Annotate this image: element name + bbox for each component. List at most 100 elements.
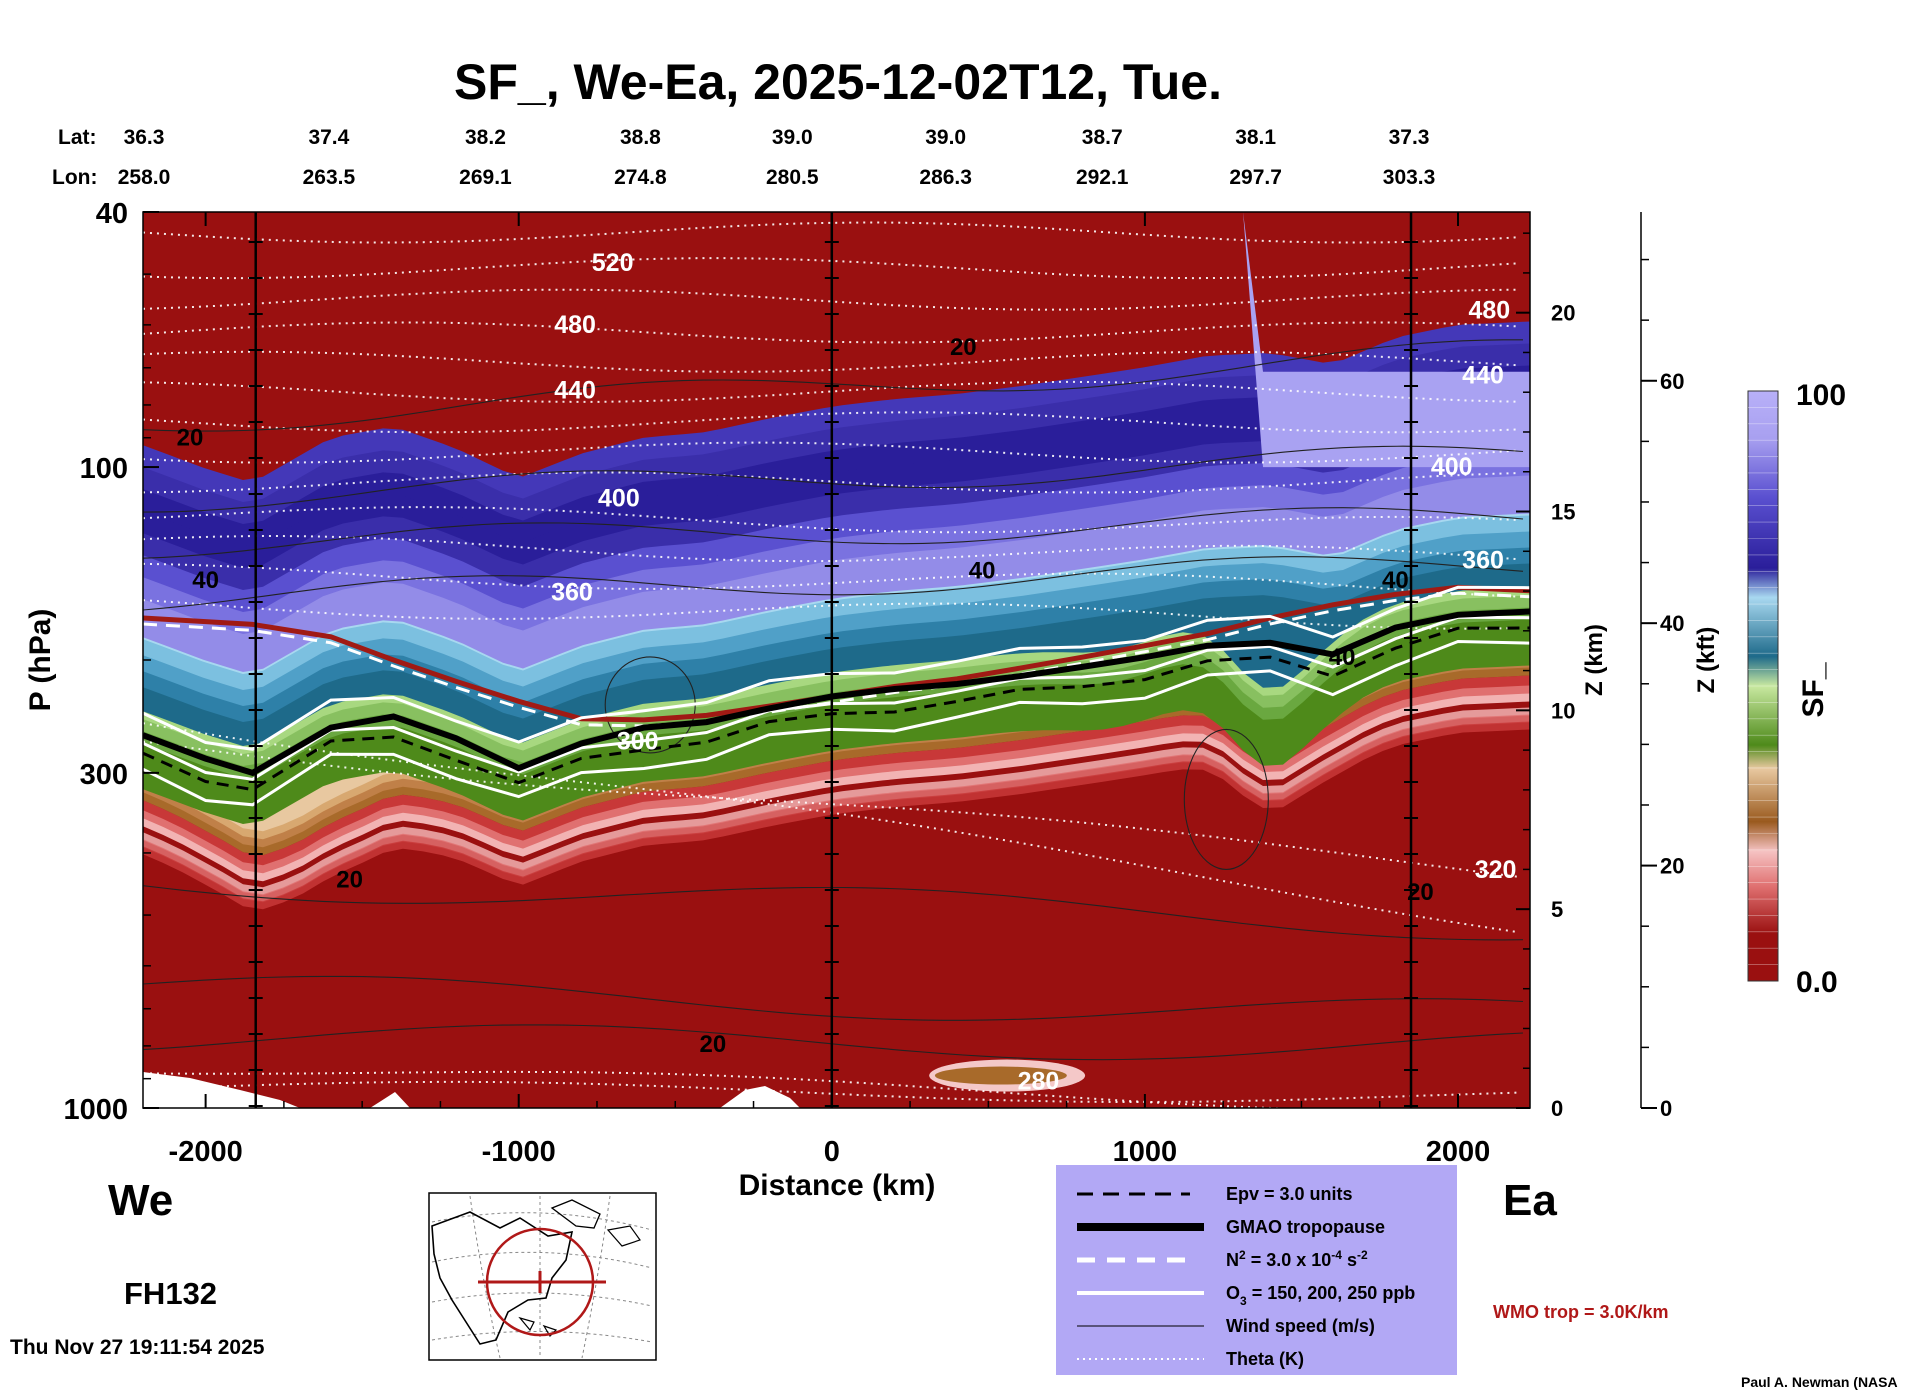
chart-title: SF_, We-Ea, 2025-12-02T12, Tue. bbox=[454, 54, 1222, 110]
z-km-axis: 0 5 10 15 20 bbox=[1516, 232, 1575, 1121]
theta-label: 400 bbox=[598, 485, 640, 513]
legend-wind: Wind speed (m/s) bbox=[1226, 1316, 1375, 1336]
lon-value: 297.7 bbox=[1229, 166, 1282, 189]
x-tick-label: 2000 bbox=[1426, 1136, 1491, 1168]
wmo-trop-note: WMO trop = 3.0K/km bbox=[1493, 1302, 1669, 1322]
theta-label: 440 bbox=[554, 377, 596, 405]
theta-label: 280 bbox=[1018, 1068, 1060, 1096]
wind-label: 20 bbox=[336, 866, 363, 893]
theta-label: 480 bbox=[1468, 297, 1510, 325]
wind-labels: 20 20 40 40 40 40 20 20 20 bbox=[177, 334, 1434, 1058]
theta-label: 480 bbox=[554, 311, 596, 339]
colorbar-min-label: 0.0 bbox=[1796, 966, 1838, 999]
x-tick-label: -1000 bbox=[482, 1136, 556, 1168]
lat-value: 38.8 bbox=[620, 126, 661, 149]
zkft-tick-label: 0 bbox=[1660, 1096, 1672, 1121]
lat-value: 38.7 bbox=[1082, 126, 1123, 149]
theta-label: 400 bbox=[1431, 453, 1473, 481]
terrain-bumps bbox=[370, 1086, 800, 1108]
zkm-tick-label: 15 bbox=[1551, 500, 1575, 525]
wind-label: 40 bbox=[1329, 644, 1356, 671]
z-kft-axis: 0 20 40 60 bbox=[1640, 212, 1684, 1121]
timestamp: Thu Nov 27 19:11:54 2025 bbox=[10, 1336, 265, 1359]
legend-n2: N2 = 3.0 x 10-4 s-2 bbox=[1226, 1248, 1368, 1270]
field-features bbox=[143, 212, 1530, 1108]
wind-label: 20 bbox=[177, 425, 204, 452]
theta-label: 360 bbox=[551, 579, 593, 607]
east-label: Ea bbox=[1503, 1176, 1557, 1225]
lon-label: Lon: bbox=[52, 166, 97, 189]
lon-value: 303.3 bbox=[1383, 166, 1436, 189]
lon-value: 274.8 bbox=[614, 166, 667, 189]
zkft-tick-label: 20 bbox=[1660, 854, 1684, 879]
theta-label: 320 bbox=[1475, 856, 1517, 884]
legend-theta: Theta (K) bbox=[1226, 1349, 1304, 1369]
lat-values: 36.3 37.4 38.2 38.8 39.0 39.0 38.7 38.1 37.3 bbox=[124, 126, 1430, 149]
zkm-tick-label: 0 bbox=[1551, 1096, 1563, 1121]
lat-value: 36.3 bbox=[124, 126, 165, 149]
legend-gmao: GMAO tropopause bbox=[1226, 1217, 1385, 1237]
section-markers bbox=[248, 212, 1419, 1108]
theta-labels: 520 480 440 400 360 300 480 440 400 360 320 280 bbox=[551, 249, 1516, 1096]
sf-band bbox=[143, 721, 1530, 910]
theta-label: 440 bbox=[1462, 362, 1504, 390]
zkft-tick-label: 60 bbox=[1660, 369, 1684, 394]
wind-label: 40 bbox=[969, 557, 996, 584]
zkm-tick-label: 20 bbox=[1551, 301, 1575, 326]
pressure-axis: 40 100 300 1000 bbox=[63, 198, 159, 1126]
lat-value: 39.0 bbox=[772, 126, 813, 149]
wind-label: 40 bbox=[1382, 567, 1409, 594]
lat-value: 38.1 bbox=[1235, 126, 1276, 149]
lon-value: 258.0 bbox=[118, 166, 171, 189]
surface-anomaly-core bbox=[934, 1066, 1067, 1085]
wind-label: 40 bbox=[192, 567, 219, 594]
wind-label: 20 bbox=[950, 334, 977, 361]
legend-epv: Epv = 3.0 units bbox=[1226, 1184, 1353, 1204]
forecast-hour: FH132 bbox=[124, 1276, 217, 1311]
sf-band bbox=[143, 563, 1530, 746]
x-tick-label: 0 bbox=[824, 1136, 840, 1168]
zkm-tick-label: 10 bbox=[1551, 698, 1575, 723]
lat-label: Lat: bbox=[58, 126, 97, 149]
y-axis-label: P (hPa) bbox=[24, 609, 57, 712]
lon-value: 280.5 bbox=[766, 166, 819, 189]
p-tick-label: 1000 bbox=[63, 1094, 128, 1126]
wind-contour bbox=[1183, 728, 1269, 870]
theta-contours bbox=[143, 221, 1519, 1108]
p-tick-label: 300 bbox=[80, 759, 128, 791]
theta-label: 300 bbox=[617, 727, 659, 755]
sf-band bbox=[143, 729, 1530, 1108]
sf-color-bands bbox=[143, 212, 1530, 1108]
p-tick-label: 40 bbox=[96, 198, 128, 230]
lon-value: 263.5 bbox=[303, 166, 356, 189]
zkm-tick-label: 5 bbox=[1551, 897, 1563, 922]
x-axis: -2000 -1000 0 1000 2000 bbox=[169, 212, 1491, 1168]
inset-map bbox=[428, 1192, 657, 1361]
lat-value: 38.2 bbox=[465, 126, 506, 149]
legend: Epv = 3.0 units GMAO tropopause N2 = 3.0… bbox=[1056, 1165, 1457, 1375]
x-tick-label: -2000 bbox=[169, 1136, 243, 1168]
lat-value: 39.0 bbox=[925, 126, 966, 149]
theta-contour bbox=[143, 1080, 1519, 1103]
wind-label: 20 bbox=[699, 1031, 726, 1058]
lat-value: 37.4 bbox=[308, 126, 349, 149]
legend-background bbox=[1056, 1165, 1457, 1375]
legend-o3: O3 = 150, 200, 250 ppb bbox=[1226, 1283, 1415, 1308]
z-kft-axis-label: Z (kft) bbox=[1693, 627, 1720, 694]
wind-label: 20 bbox=[1407, 879, 1434, 906]
terrain-west bbox=[143, 1072, 300, 1108]
sf-band bbox=[143, 475, 1530, 672]
colorbar-max-label: 100 bbox=[1796, 379, 1846, 412]
theta-label: 520 bbox=[592, 249, 634, 277]
p-tick-label: 100 bbox=[80, 453, 128, 485]
lon-values: 258.0 263.5 269.1 274.8 280.5 286.3 292.1 297.7… bbox=[118, 166, 1436, 189]
lat-value: 37.3 bbox=[1389, 126, 1430, 149]
x-tick-label: 1000 bbox=[1113, 1136, 1178, 1168]
lon-value: 292.1 bbox=[1076, 166, 1129, 189]
n2-line bbox=[143, 591, 1530, 728]
lon-value: 286.3 bbox=[919, 166, 972, 189]
west-label: We bbox=[108, 1176, 173, 1225]
sf-band bbox=[143, 683, 1530, 874]
